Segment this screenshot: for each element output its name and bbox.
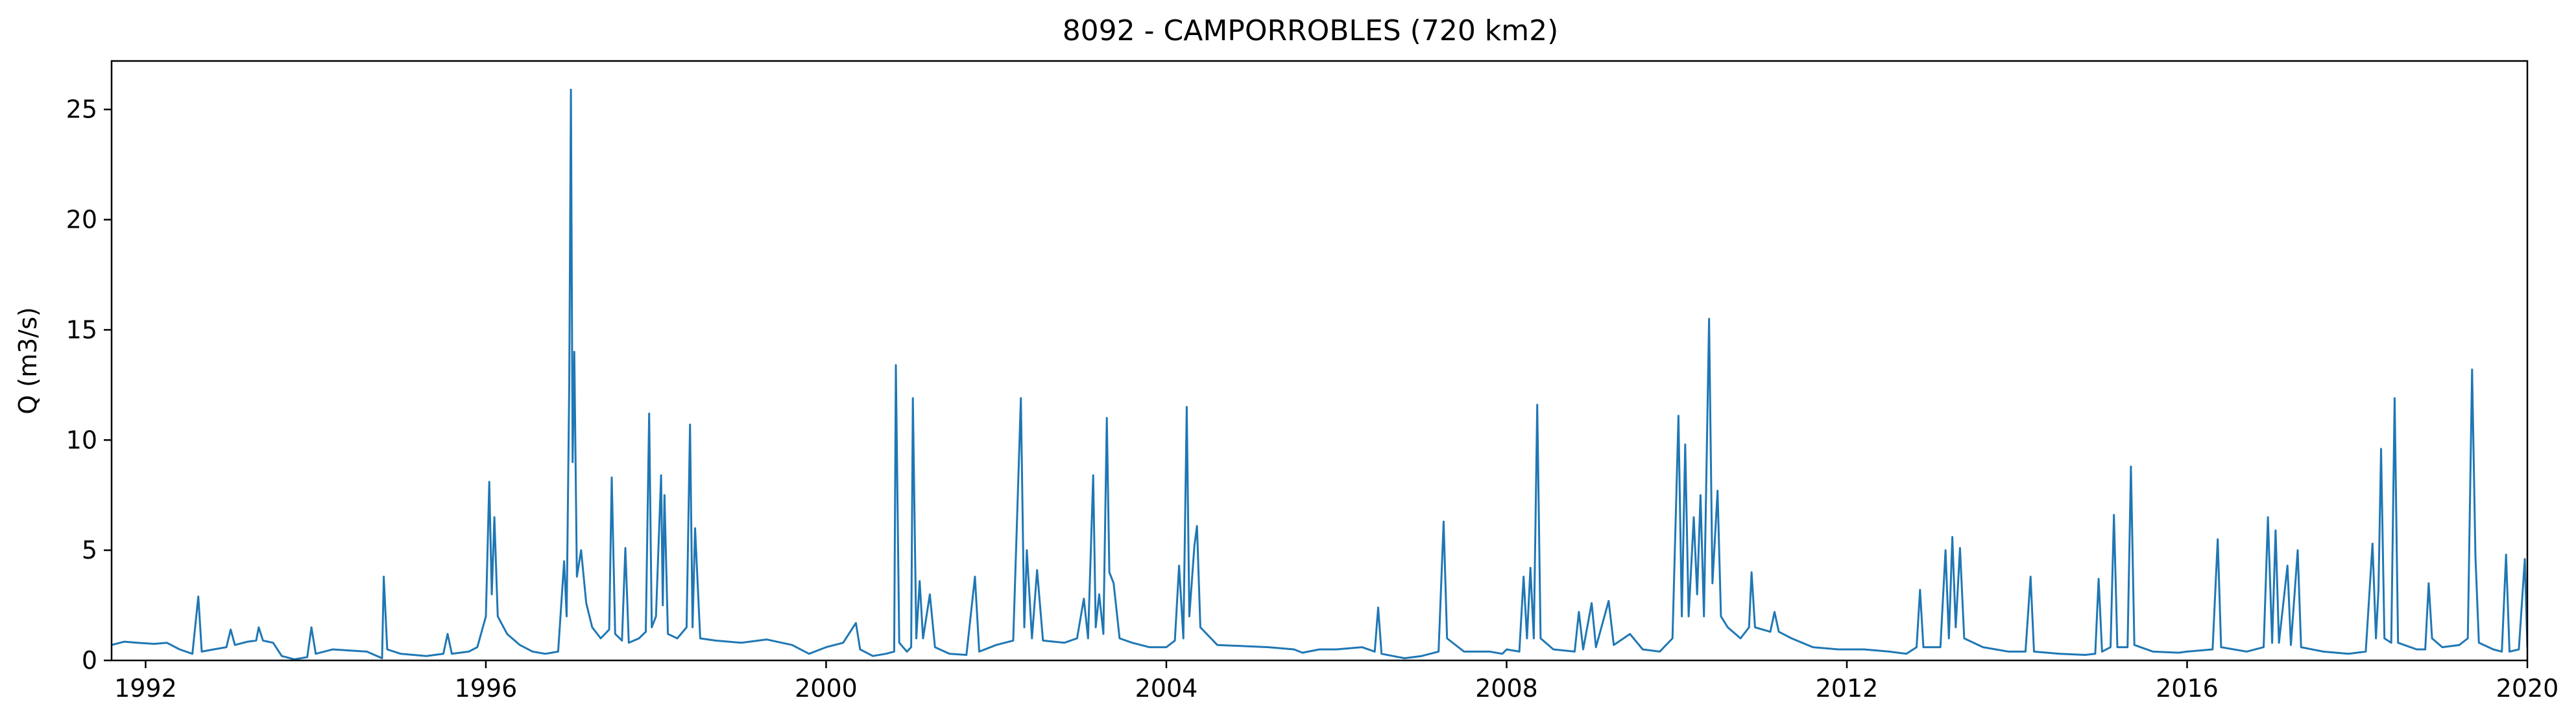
x-axis: 1992 1996 2000 2004 2008 2012 2016 2020 [114, 660, 2558, 703]
x-tick-label: 1996 [455, 674, 518, 703]
x-tick-label: 2016 [2156, 674, 2219, 703]
y-tick-label: 15 [66, 315, 97, 344]
x-tick-label: 2012 [1816, 674, 1879, 703]
y-tick-label: 5 [82, 536, 97, 564]
x-tick-label: 2000 [795, 674, 858, 703]
plot-area [112, 88, 2527, 660]
y-tick-label: 10 [66, 426, 97, 454]
x-tick-label: 1992 [114, 674, 177, 703]
x-tick-label: 2020 [2496, 674, 2559, 703]
series-line-q [112, 88, 2527, 660]
y-tick-label: 0 [82, 646, 97, 675]
x-tick-label: 2008 [1475, 674, 1538, 703]
chart-title: 8092 - CAMPORROBLES (720 km2) [1063, 14, 1559, 47]
y-tick-label: 25 [66, 95, 97, 124]
x-tick-label: 2004 [1135, 674, 1198, 703]
y-axis-label: Q (m3/s) [14, 307, 42, 414]
y-axis: 0 5 10 15 20 25 [66, 95, 112, 675]
plot-frame [110, 60, 2529, 662]
y-tick-label: 20 [66, 206, 97, 234]
